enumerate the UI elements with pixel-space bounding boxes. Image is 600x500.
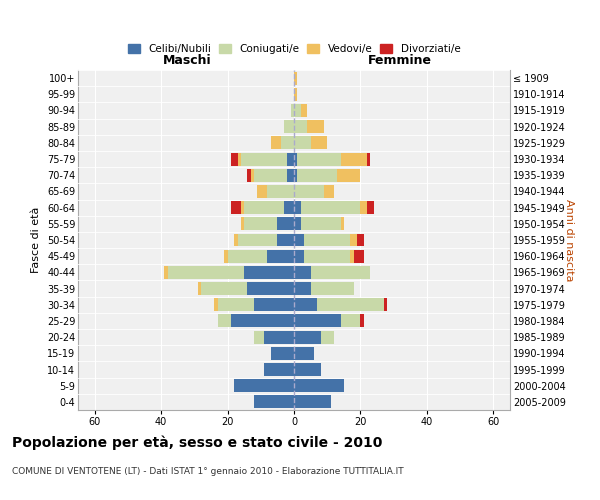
Bar (201, 282, 247, 295)
Bar (294, 282, 311, 295)
Bar (238, 234, 277, 246)
Bar (294, 152, 298, 166)
Y-axis label: Fasce di età: Fasce di età (31, 207, 41, 273)
Bar (311, 266, 370, 279)
Bar (244, 201, 284, 214)
Bar (247, 282, 294, 295)
Bar (294, 347, 314, 360)
Bar (311, 136, 327, 149)
Bar (294, 72, 298, 85)
Bar (284, 120, 294, 133)
Bar (247, 169, 251, 181)
Bar (271, 136, 281, 149)
Bar (294, 120, 307, 133)
Bar (214, 298, 218, 311)
Bar (241, 152, 287, 166)
Bar (231, 314, 294, 328)
Bar (294, 88, 298, 101)
Bar (341, 152, 367, 166)
Bar (304, 234, 350, 246)
Bar (241, 201, 244, 214)
Y-axis label: Anni di nascita: Anni di nascita (564, 198, 574, 281)
Legend: Celibi/Nubili, Coniugati/e, Vedovi/e, Divorziati/e: Celibi/Nubili, Coniugati/e, Vedovi/e, Di… (125, 41, 463, 58)
Bar (241, 218, 244, 230)
Bar (264, 363, 294, 376)
Bar (234, 234, 238, 246)
Bar (264, 330, 294, 344)
Bar (294, 298, 317, 311)
Text: Femmine: Femmine (368, 54, 433, 67)
Bar (307, 120, 324, 133)
Bar (311, 282, 354, 295)
Bar (304, 250, 350, 262)
Bar (350, 234, 357, 246)
Bar (301, 218, 341, 230)
Bar (294, 314, 341, 328)
Bar (287, 169, 294, 181)
Bar (277, 234, 294, 246)
Bar (384, 298, 387, 311)
Bar (367, 152, 370, 166)
Bar (244, 218, 277, 230)
Bar (218, 314, 231, 328)
Bar (254, 396, 294, 408)
Bar (197, 282, 201, 295)
Bar (357, 234, 364, 246)
Bar (284, 201, 294, 214)
Bar (361, 201, 367, 214)
Bar (294, 250, 304, 262)
Text: COMUNE DI VENTOTENE (LT) - Dati ISTAT 1° gennaio 2010 - Elaborazione TUTTITALIA.: COMUNE DI VENTOTENE (LT) - Dati ISTAT 1°… (12, 468, 404, 476)
Bar (294, 136, 311, 149)
Bar (271, 347, 294, 360)
Bar (294, 363, 320, 376)
Bar (168, 266, 244, 279)
Bar (268, 185, 294, 198)
Bar (227, 250, 268, 262)
Bar (244, 266, 294, 279)
Bar (251, 169, 254, 181)
Bar (254, 169, 287, 181)
Bar (287, 152, 294, 166)
Bar (294, 266, 311, 279)
Bar (294, 185, 324, 198)
Bar (320, 330, 334, 344)
Bar (361, 314, 364, 328)
Bar (341, 314, 361, 328)
Bar (324, 185, 334, 198)
Bar (350, 250, 354, 262)
Bar (281, 136, 294, 149)
Bar (290, 104, 294, 117)
Bar (254, 298, 294, 311)
Bar (294, 169, 298, 181)
Bar (164, 266, 168, 279)
Bar (224, 250, 227, 262)
Bar (238, 152, 241, 166)
Bar (294, 396, 331, 408)
Bar (317, 298, 384, 311)
Bar (294, 330, 320, 344)
Bar (337, 169, 361, 181)
Bar (231, 201, 241, 214)
Bar (231, 152, 238, 166)
Bar (367, 201, 374, 214)
Bar (341, 218, 344, 230)
Bar (294, 104, 301, 117)
Bar (257, 185, 268, 198)
Bar (354, 250, 364, 262)
Bar (301, 201, 361, 214)
Bar (294, 218, 301, 230)
Bar (234, 379, 294, 392)
Bar (254, 330, 264, 344)
Text: Popolazione per età, sesso e stato civile - 2010: Popolazione per età, sesso e stato civil… (12, 435, 382, 450)
Bar (298, 169, 337, 181)
Bar (294, 379, 344, 392)
Bar (301, 104, 307, 117)
Bar (298, 152, 341, 166)
Text: Maschi: Maschi (163, 54, 212, 67)
Bar (294, 201, 301, 214)
Bar (294, 234, 304, 246)
Bar (277, 218, 294, 230)
Bar (218, 298, 254, 311)
Bar (268, 250, 294, 262)
